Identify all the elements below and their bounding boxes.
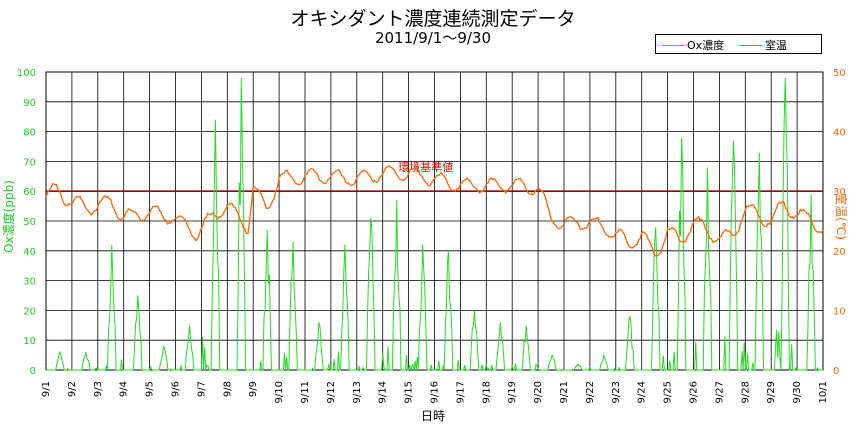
y-tick-left: 20 — [23, 306, 36, 317]
y-tick-right: 40 — [833, 128, 846, 139]
x-tick-label: 9/28 — [740, 381, 751, 403]
y-tick-left: 30 — [23, 277, 36, 288]
x-tick-label: 9/17 — [455, 381, 466, 403]
y-tick-right: 0 — [833, 366, 839, 377]
x-tick-label: 9/14 — [378, 381, 389, 403]
y-tick-left: 50 — [23, 217, 36, 228]
x-tick-label: 9/11 — [300, 381, 311, 403]
x-tick-label: 9/9 — [248, 381, 259, 397]
x-tick-label: 9/19 — [507, 381, 518, 403]
y-tick-left: 90 — [23, 98, 36, 109]
chart-subtitle: 2011/9/1～9/30 — [374, 29, 492, 47]
x-tick-label: 9/22 — [585, 381, 596, 403]
x-tick-label: 9/1 — [41, 381, 52, 397]
x-tick-label: 9/10 — [274, 381, 285, 403]
legend-label-ox: Ox濃度 — [687, 39, 725, 52]
legend-swatch-temp — [740, 44, 762, 46]
y-tick-left: 60 — [23, 187, 36, 198]
series-line-temp — [45, 165, 824, 258]
legend-label-temp: 室温 — [765, 39, 787, 52]
x-tick-label: 9/13 — [352, 381, 363, 403]
x-tick-label: 10/1 — [818, 381, 829, 403]
x-tick-label: 9/20 — [533, 381, 544, 403]
y-tick-right: 10 — [833, 306, 846, 317]
x-tick-label: 9/27 — [714, 381, 725, 403]
legend-item-temp: 室温 — [740, 37, 787, 53]
x-tick-label: 9/25 — [663, 381, 674, 403]
x-tick-label: 9/7 — [196, 381, 207, 397]
x-tick-label: 9/5 — [145, 381, 156, 397]
y-tick-left: 100 — [17, 68, 36, 79]
y-tick-right: 30 — [833, 187, 846, 198]
x-tick-label: 9/12 — [326, 381, 337, 403]
y-tick-left: 40 — [23, 247, 36, 258]
x-tick-label: 9/26 — [689, 381, 700, 403]
y-tick-right: 50 — [833, 68, 846, 79]
x-tick-label: 9/24 — [637, 381, 648, 403]
x-tick-label: 9/16 — [430, 381, 441, 403]
x-tick-label: 9/6 — [171, 381, 182, 397]
x-axis-label: 日時 — [420, 409, 445, 423]
y-tick-left: 0 — [30, 366, 36, 377]
x-tick-label: 9/3 — [93, 381, 104, 397]
reference-line-label: 環境基準値 — [398, 160, 453, 174]
x-tick-label: 9/8 — [222, 381, 233, 397]
legend-swatch-ox — [662, 44, 684, 46]
y-axis-right-label: 室温(℃) — [833, 193, 848, 240]
y-tick-left: 70 — [23, 157, 36, 168]
legend-item-ox: Ox濃度 — [662, 37, 724, 53]
x-tick-label: 9/2 — [67, 381, 78, 397]
x-tick-label: 9/30 — [792, 381, 803, 403]
chart-title: オキシダント濃度連続測定データ — [290, 8, 576, 30]
y-tick-left: 10 — [23, 336, 36, 347]
series-line-ox — [46, 77, 823, 371]
x-tick-label: 9/21 — [559, 381, 570, 403]
x-tick-label: 9/23 — [611, 381, 622, 403]
x-tick-label: 9/18 — [481, 381, 492, 403]
y-tick-left: 80 — [23, 128, 36, 139]
x-tick-label: 9/4 — [119, 381, 130, 397]
x-tick-label: 9/29 — [766, 381, 777, 403]
y-tick-right: 20 — [833, 247, 846, 258]
x-tick-label: 9/15 — [404, 381, 415, 403]
legend: Ox濃度 室温 — [655, 34, 822, 54]
y-axis-left-label: Ox濃度(ppb) — [1, 180, 16, 253]
